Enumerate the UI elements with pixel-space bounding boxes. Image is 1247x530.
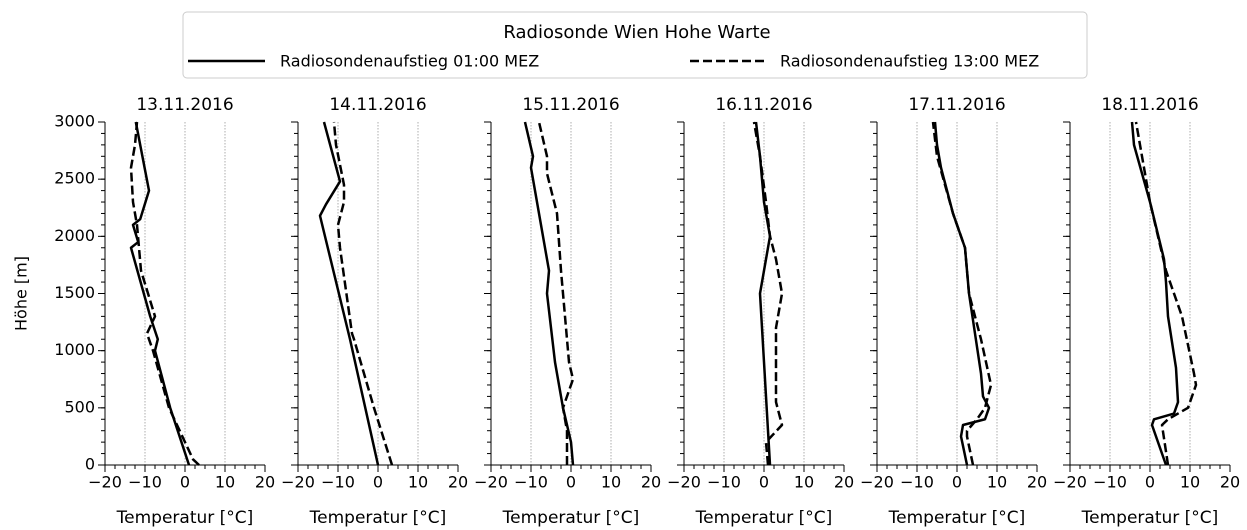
legend-title: Radiosonde Wien Hohe Warte	[503, 22, 770, 43]
x-axis-label: Temperatur [°C]	[502, 508, 640, 528]
profile-line	[318, 121, 380, 466]
profile-line	[537, 121, 575, 465]
x-tick-label: 10	[1180, 473, 1200, 492]
x-tick-label: 20	[255, 473, 275, 492]
x-tick-label: 10	[408, 473, 428, 492]
y-tick-label: 1000	[54, 340, 95, 359]
profile-line	[933, 121, 991, 466]
x-tick-label: 0	[1145, 473, 1155, 492]
x-tick-label: 0	[180, 473, 190, 492]
x-tick-label: −10	[707, 473, 741, 492]
x-tick-label: −20	[860, 473, 894, 492]
x-tick-label: 20	[1027, 473, 1047, 492]
x-tick-label: 0	[566, 473, 576, 492]
profile-line	[523, 121, 575, 466]
x-tick-label: −10	[128, 473, 162, 492]
x-tick-label: 10	[215, 473, 235, 492]
x-tick-label: 0	[952, 473, 962, 492]
panel-title: 18.11.2016	[1101, 95, 1198, 115]
panel-title: 16.11.2016	[715, 95, 812, 115]
x-tick-label: −20	[281, 473, 315, 492]
panel-title: 15.11.2016	[522, 95, 619, 115]
x-tick-label: −10	[514, 473, 548, 492]
x-tick-label: −10	[900, 473, 934, 492]
legend-label: Radiosondenaufstieg 01:00 MEZ	[280, 52, 539, 71]
x-axis-label: Temperatur [°C]	[1081, 508, 1219, 528]
profile-line	[332, 121, 394, 466]
y-tick-label: 0	[85, 455, 95, 474]
x-tick-label: −20	[88, 473, 122, 492]
profile-line	[931, 121, 993, 466]
profile-line	[1134, 121, 1198, 466]
y-tick-label: 1500	[54, 283, 95, 302]
profile-line	[129, 121, 191, 466]
legend-box	[182, 11, 1088, 79]
x-axis-label: Temperatur [°C]	[309, 508, 447, 528]
x-tick-label: 20	[641, 473, 661, 492]
panel-title: 17.11.2016	[908, 95, 1005, 115]
x-tick-label: 0	[759, 473, 769, 492]
y-tick-label: 500	[64, 397, 95, 416]
x-tick-label: 20	[1220, 473, 1240, 492]
x-tick-label: −10	[321, 473, 355, 492]
x-tick-label: −10	[1093, 473, 1127, 492]
y-axis-label: Höhe [m]	[12, 256, 31, 331]
legend-label: Radiosondenaufstieg 13:00 MEZ	[780, 52, 1039, 71]
panel-title: 14.11.2016	[329, 95, 426, 115]
profile-line	[752, 121, 784, 466]
panel-title: 13.11.2016	[136, 95, 233, 115]
x-tick-label: 20	[448, 473, 468, 492]
y-tick-label: 2000	[54, 226, 95, 245]
x-tick-label: 20	[834, 473, 854, 492]
x-tick-label: 10	[601, 473, 621, 492]
x-axis-label: Temperatur [°C]	[116, 508, 254, 528]
x-tick-label: −20	[667, 473, 701, 492]
x-tick-label: −20	[1053, 473, 1087, 492]
x-tick-label: 0	[373, 473, 383, 492]
x-axis-label: Temperatur [°C]	[888, 508, 1026, 528]
x-tick-label: 10	[987, 473, 1007, 492]
y-tick-label: 2500	[54, 169, 95, 188]
profile-line	[129, 121, 200, 466]
y-tick-label: 3000	[54, 112, 95, 131]
x-tick-label: −20	[474, 473, 508, 492]
profile-line	[1130, 121, 1180, 466]
x-tick-label: 10	[794, 473, 814, 492]
x-axis-label: Temperatur [°C]	[695, 508, 833, 528]
